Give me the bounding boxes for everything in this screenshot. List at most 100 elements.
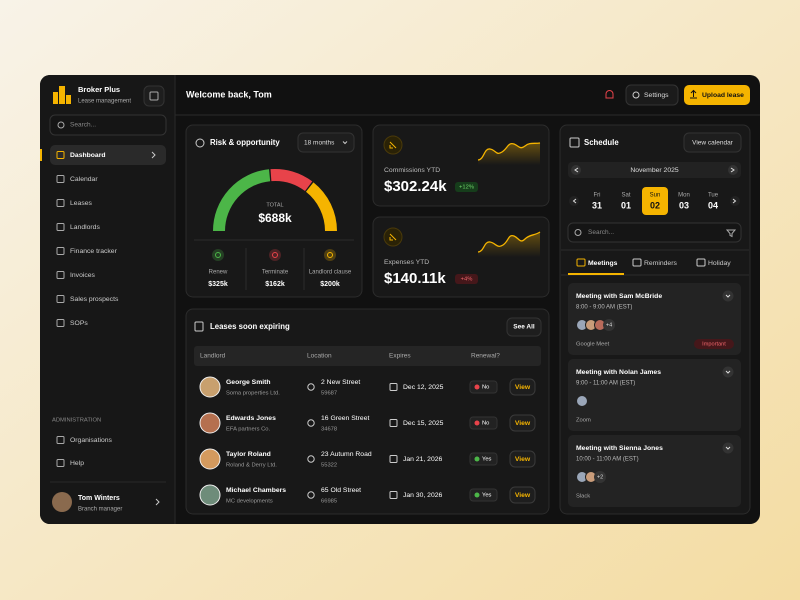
nav-item[interactable]: Calendar <box>56 175 98 183</box>
nav-icon <box>56 319 65 327</box>
meeting-bg <box>568 283 741 355</box>
button-label: Settings <box>644 92 669 99</box>
app-subtitle: Lease management <box>78 99 131 105</box>
avatar <box>199 484 221 506</box>
landlord-company: Roland & Derry Ltd. <box>226 463 277 469</box>
nav-item[interactable]: Invoices <box>56 271 96 279</box>
nav-icon <box>56 271 65 279</box>
month-nav[interactable] <box>571 165 581 175</box>
column-header: Renewal? <box>471 353 500 360</box>
view-button[interactable]: View <box>509 414 536 432</box>
week-nav[interactable] <box>569 196 579 206</box>
meeting-title: Meeting with Sam McBride <box>576 293 662 300</box>
meeting-card[interactable]: Meeting with Sam McBride 8:00 - 9:00 AM (… <box>568 283 741 355</box>
dropdown-label: 18 months <box>304 140 335 147</box>
meeting-card[interactable]: Meeting with Sienna Jones 10:00 - 11:00 A… <box>568 435 741 507</box>
postcode: 59687 <box>321 391 337 397</box>
notifications[interactable] <box>605 90 614 99</box>
table-row: George Smith Soma properties Ltd. 2 New St… <box>199 376 498 398</box>
user-profile[interactable]: Tom Winters Branch manager <box>52 492 160 513</box>
item-value: $200k <box>320 281 340 288</box>
nav-item[interactable]: Organisations <box>56 436 113 444</box>
item-label: Terminate <box>262 270 289 276</box>
button-label: See All <box>513 324 535 331</box>
upload-button[interactable]: Upload lease <box>684 85 750 105</box>
view-calendar-button[interactable]: View calendar <box>683 132 742 153</box>
nav-item[interactable]: Finance tracker <box>56 247 118 255</box>
item-icon <box>212 249 224 261</box>
renewal-status: Yes <box>482 493 492 499</box>
gear-icon <box>632 91 640 99</box>
nav-item[interactable]: Landlords <box>56 223 100 231</box>
box <box>506 317 542 337</box>
day-name: Mon <box>678 193 690 199</box>
nav-item[interactable]: Sales prospects <box>56 295 119 303</box>
item-icon-glyph <box>327 252 333 258</box>
status-dot <box>474 384 480 390</box>
table-header <box>194 346 541 366</box>
nav-icon <box>56 199 65 207</box>
period-dropdown[interactable]: 18 months <box>297 132 355 153</box>
nav-item[interactable]: Help <box>56 459 84 467</box>
box <box>625 84 679 106</box>
card-icon <box>195 138 205 148</box>
card <box>372 124 550 207</box>
icon <box>149 91 159 101</box>
street: 16 Green Street <box>321 415 369 422</box>
nav-icon <box>56 295 65 303</box>
month-nav[interactable] <box>728 165 738 175</box>
chevron <box>725 294 731 298</box>
landlord-company: EFA partners Co. <box>226 427 271 433</box>
meeting-platform: Zoom <box>576 418 591 424</box>
search[interactable]: Search... <box>49 114 167 136</box>
avatar <box>199 376 221 398</box>
renewal-status: No <box>482 421 489 427</box>
see-all-button[interactable]: See All <box>506 317 542 337</box>
card-title: Schedule <box>584 138 619 147</box>
meeting-time: 8:00 - 9:00 AM (EST) <box>576 305 632 311</box>
nav-item[interactable]: SOPs <box>56 319 88 327</box>
extra-count: +4 <box>606 322 612 328</box>
user-name: Tom Winters <box>78 495 120 502</box>
meeting-platform: Slack <box>576 494 590 500</box>
button-label: View <box>515 492 531 499</box>
nav-label: Organisations <box>70 437 113 444</box>
search-icon <box>574 229 582 236</box>
meeting-bg <box>568 435 741 507</box>
nav-item[interactable]: Dashboard <box>40 145 166 165</box>
tab[interactable]: Reminders <box>632 258 677 267</box>
collapse-button[interactable] <box>143 85 165 107</box>
button-label: View <box>515 384 531 391</box>
view-button[interactable]: View <box>509 450 536 468</box>
settings-button[interactable]: Settings <box>625 84 679 106</box>
nav-item[interactable]: Leases <box>56 199 93 207</box>
day-name: Sun <box>650 193 661 199</box>
nav-label: Help <box>70 460 84 467</box>
extra-count-bg <box>594 471 606 483</box>
nav-label: Leases <box>70 200 93 207</box>
schedule-search[interactable]: Search... <box>567 222 742 243</box>
tab[interactable]: Meetings <box>568 258 624 275</box>
landlord-name: Edwards Jones <box>226 415 276 422</box>
meeting-card[interactable]: Meeting with Nolan James 9:00 - 11:00 AM … <box>568 359 741 431</box>
bell-icon <box>605 90 614 99</box>
nav-icon <box>56 247 65 255</box>
tab[interactable]: Holiday <box>696 258 731 267</box>
nav-label: Landlords <box>70 224 100 231</box>
landlord-company: MC developments <box>226 499 273 505</box>
meeting-platform: Google Meet <box>576 342 610 348</box>
week-nav[interactable] <box>730 196 740 206</box>
expiry-date: Dec 15, 2025 <box>403 420 444 427</box>
view-button[interactable]: View <box>509 486 536 504</box>
card-title: Risk & opportunity <box>210 138 280 147</box>
avatar <box>52 492 72 512</box>
expand-button <box>722 290 734 302</box>
view-button[interactable]: View <box>509 378 536 396</box>
table-row: Edwards Jones EFA partners Co. 16 Green St… <box>199 412 498 434</box>
nav-label: Invoices <box>70 272 96 279</box>
